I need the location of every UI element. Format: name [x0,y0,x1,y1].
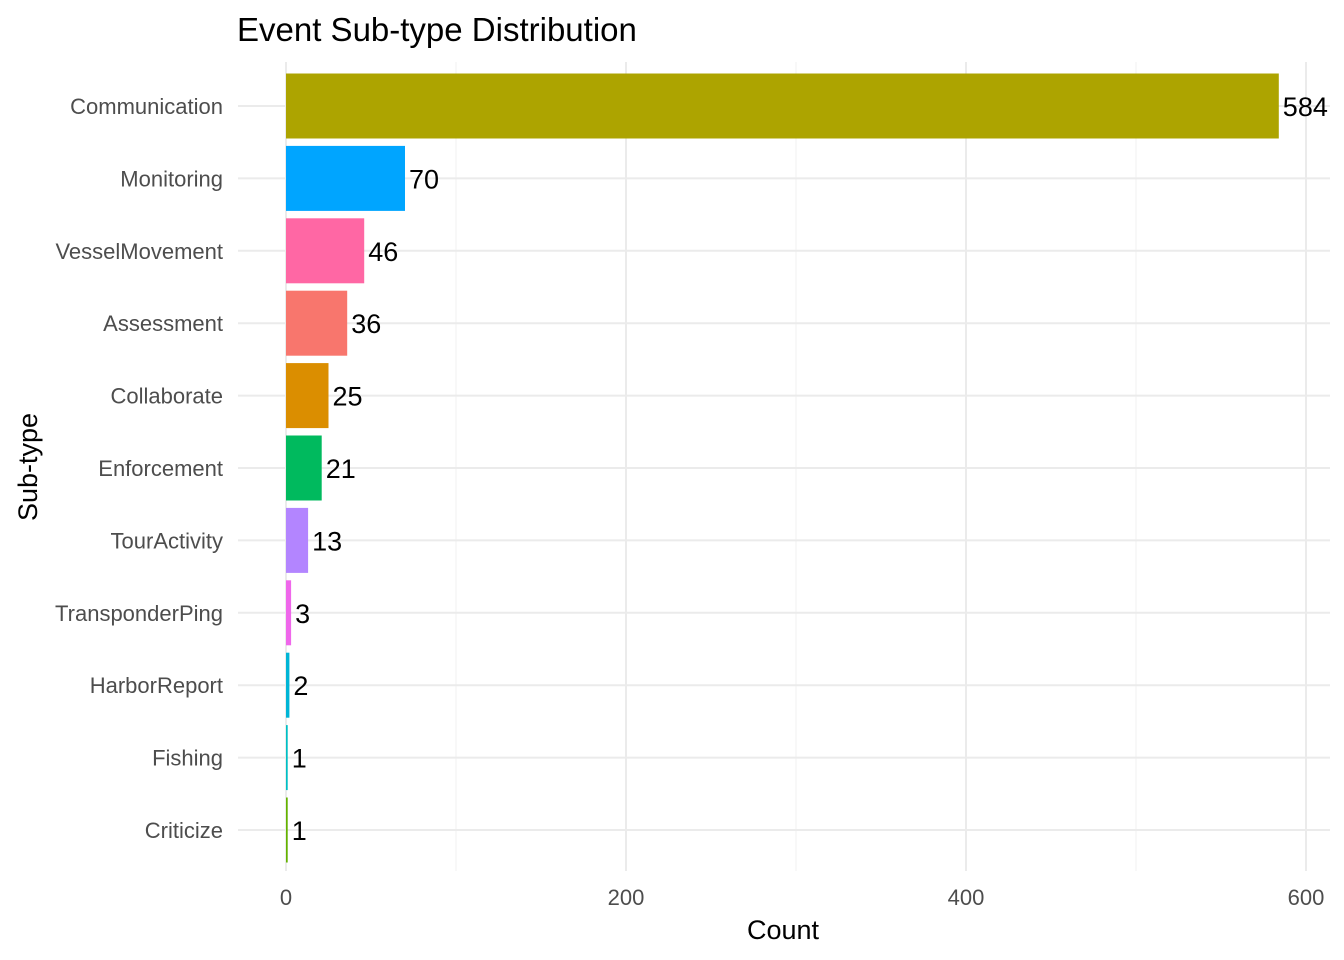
y-tick-label: Fishing [152,746,223,771]
x-axis-title: Count [747,915,820,945]
chart-title: Event Sub-type Distribution [237,11,637,48]
y-axis-title: Sub-type [13,413,43,521]
data-label: 3 [295,599,310,629]
bar [286,435,322,501]
data-label: 36 [351,309,381,339]
x-tick-label: 0 [280,885,292,910]
bars [286,73,1279,863]
data-label: 13 [312,526,342,556]
bar [286,507,309,573]
bar [286,290,348,356]
y-axis-tick-labels: Communication Monitoring VesselMovement Ass… [55,94,223,843]
x-axis-tick-labels: 0 200 400 600 [280,885,1324,910]
bar [286,145,405,211]
data-label: 21 [326,454,356,484]
bar [286,797,288,863]
minor-gridlines [455,62,1137,871]
bar [286,218,365,284]
y-tick-label: VesselMovement [55,239,223,264]
y-tick-label: Collaborate [110,384,223,409]
data-label: 46 [368,237,398,267]
y-tick-label: Communication [70,94,223,119]
data-label: 70 [409,164,439,194]
data-label: 584 [1283,92,1328,122]
y-tick-label: HarborReport [90,673,223,698]
bar [286,363,329,429]
bar [286,73,1279,139]
data-label: 1 [292,744,307,774]
bar [286,652,290,718]
x-tick-label: 200 [608,885,645,910]
y-tick-label: Criticize [145,818,223,843]
x-tick-label: 600 [1288,885,1325,910]
data-label: 2 [293,671,308,701]
bar [286,725,288,791]
data-label: 25 [333,382,363,412]
y-tick-label: Assessment [103,311,223,336]
y-tick-label: TourActivity [111,528,223,553]
data-label: 1 [292,816,307,846]
y-tick-label: Enforcement [98,456,223,481]
x-tick-label: 400 [948,885,985,910]
y-tick-label: Monitoring [120,166,223,191]
bar [286,580,292,646]
y-tick-label: TransponderPing [55,601,223,626]
